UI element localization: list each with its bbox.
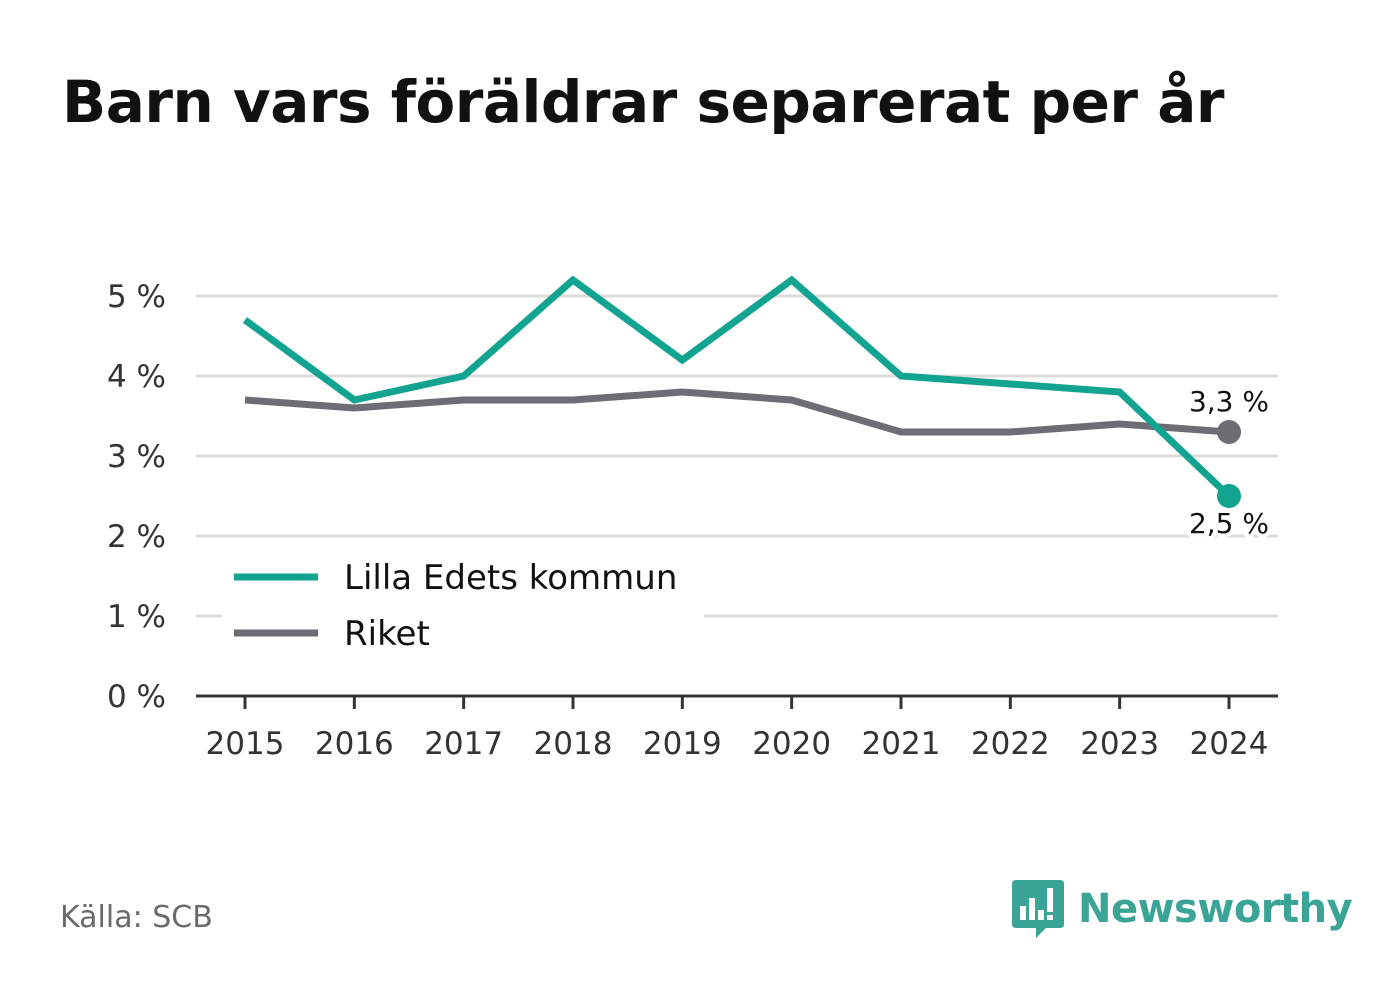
legend-label-0: Lilla Edets kommun — [344, 558, 677, 598]
chart-title: Barn vars föräldrar separerat per år — [62, 68, 1224, 136]
newsworthy-logo-icon — [1012, 880, 1064, 938]
y-tick-label: 3 % — [107, 439, 166, 475]
x-tick-label: 2024 — [1190, 726, 1269, 762]
x-tick-label: 2017 — [424, 726, 503, 762]
x-tick-label: 2022 — [971, 726, 1050, 762]
x-tick-label: 2023 — [1080, 726, 1159, 762]
source-note: Källa: SCB — [60, 900, 213, 935]
series-endpoint-0 — [1217, 484, 1241, 508]
y-tick-label: 0 % — [107, 679, 166, 715]
legend-box — [222, 545, 704, 663]
x-tick-label: 2018 — [534, 726, 613, 762]
legend: Lilla Edets kommun Riket — [222, 545, 704, 663]
series-endpoint-1 — [1217, 420, 1241, 444]
end-label-1: 3,3 % — [1189, 385, 1269, 418]
y-tick-label: 4 % — [107, 359, 166, 395]
x-axis-ticks: 2015 2016 2017 2018 2019 2020 2021 2022 2023 2024 — [206, 696, 1269, 762]
x-tick-label: 2016 — [315, 726, 394, 762]
y-tick-label: 5 % — [107, 279, 166, 315]
brand-logo: Newsworthy — [1012, 880, 1353, 938]
x-tick-label: 2019 — [643, 726, 722, 762]
series-lines — [242, 275, 1232, 499]
series-line-0 — [242, 275, 1232, 499]
brand-name: Newsworthy — [1078, 886, 1353, 932]
y-tick-label: 1 % — [107, 599, 166, 635]
end-label-0: 2,5 % — [1189, 507, 1269, 540]
x-tick-label: 2020 — [752, 726, 831, 762]
y-tick-label: 2 % — [107, 519, 166, 555]
x-tick-label: 2021 — [862, 726, 941, 762]
x-tick-label: 2015 — [206, 726, 285, 762]
series-endpoints: 2,5 % 3,3 % — [1185, 381, 1273, 544]
legend-label-1: Riket — [344, 614, 430, 654]
y-axis-ticks: 0 % 1 % 2 % 3 % 4 % 5 % — [107, 279, 166, 715]
series-line-1 — [244, 388, 1230, 436]
